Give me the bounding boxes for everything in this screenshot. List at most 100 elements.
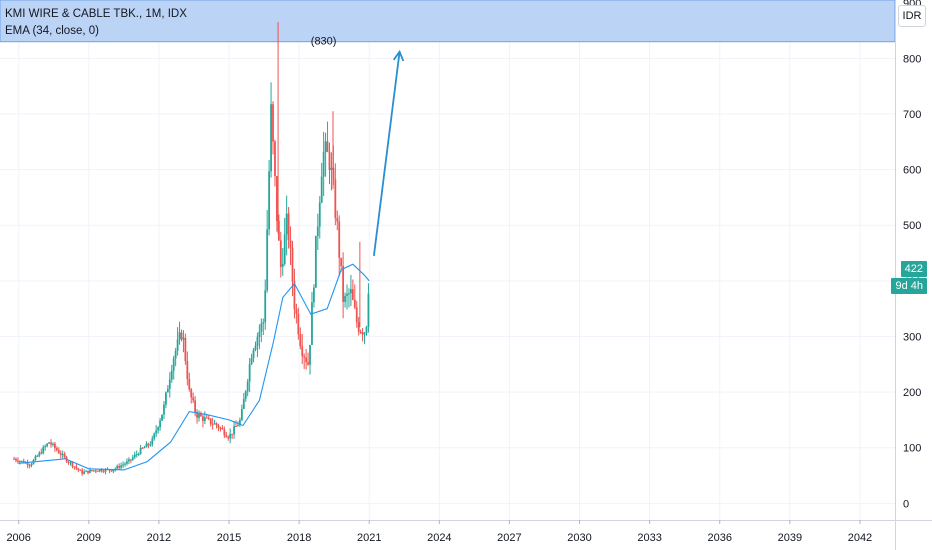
price-tick-label: 800 [903, 53, 921, 65]
candle-body [313, 287, 315, 303]
candle-body [283, 234, 286, 264]
candle-body [270, 104, 272, 172]
candle-body [128, 459, 130, 462]
candle-body [237, 425, 239, 427]
candle-body [289, 240, 292, 248]
candle-body [104, 469, 107, 472]
currency-label[interactable]: IDR [898, 5, 926, 27]
candle-body [202, 416, 204, 422]
candle-body [316, 226, 319, 237]
candle-body [328, 151, 331, 170]
chart-grid [0, 0, 895, 520]
candle-body [81, 470, 84, 474]
price-tick-label: 0 [903, 498, 909, 510]
candle-body [324, 141, 327, 152]
price-tick-label: 700 [903, 109, 921, 121]
candle-body [57, 450, 60, 454]
candle-body [36, 455, 39, 457]
candle-body [98, 469, 101, 472]
candle-body [17, 460, 19, 462]
candle-body [50, 442, 52, 445]
candle-body [227, 437, 230, 439]
candle-body [200, 414, 202, 417]
candle-body [67, 461, 70, 463]
candle-body [44, 446, 47, 448]
candle-body [22, 460, 25, 464]
candle-body [15, 458, 17, 461]
candle-body [209, 418, 212, 425]
candle-body [268, 171, 271, 230]
candle-body [18, 461, 21, 463]
candle-body [155, 430, 158, 434]
candle-body [355, 307, 358, 323]
candle-body [301, 346, 304, 357]
candle-body [166, 388, 169, 393]
candle-body [221, 427, 224, 430]
last-price-badge: 422 [900, 260, 927, 277]
candle-body [96, 470, 99, 472]
candle-body [163, 404, 165, 415]
candle-body [272, 104, 274, 142]
candle-body [353, 299, 356, 308]
price-tick-label: 500 [903, 220, 921, 232]
projection-arrow[interactable] [372, 49, 405, 256]
candle-body [172, 358, 175, 371]
candle-body [363, 333, 366, 335]
indicator-label[interactable]: EMA (34, close, 0) [5, 25, 99, 37]
candle-body [252, 349, 255, 358]
candle-body [285, 213, 288, 235]
candle-body [55, 448, 58, 451]
candle-body [367, 293, 370, 327]
candle-body [188, 379, 191, 390]
candle-body [305, 357, 308, 363]
candle-body [38, 452, 41, 456]
time-axis[interactable]: 2006 2009 2012 2015 2018 2021 2024 2027 2030 2033… [6, 520, 872, 544]
candle-body [361, 331, 364, 335]
candle-body [52, 443, 54, 445]
candle-body [291, 247, 294, 282]
candle-body [46, 443, 49, 447]
candle-body [143, 447, 146, 449]
candle-body [137, 454, 140, 456]
candle-body [256, 336, 259, 346]
candle-body [85, 470, 87, 472]
candle-body [287, 213, 290, 241]
candle-body [205, 417, 208, 419]
candle-body [330, 167, 333, 170]
candle-body [350, 289, 352, 294]
time-tick-label: 2036 [707, 532, 731, 544]
ema-line [18, 263, 370, 471]
candle-body [120, 465, 123, 468]
countdown-badge: 9d 4h [891, 277, 927, 294]
candle-body [342, 266, 345, 302]
candle-body [219, 427, 222, 429]
candle-body [276, 176, 278, 222]
candle-body [102, 471, 105, 473]
candle-body [359, 331, 362, 333]
symbol-title[interactable]: KMI WIRE & CABLE TBK., 1M, IDX [5, 8, 187, 20]
candle-body [40, 452, 43, 454]
candle-body [145, 443, 148, 448]
candle-body [357, 322, 360, 332]
candle-body [293, 281, 296, 310]
time-tick-label: 2033 [637, 532, 661, 544]
candle-body [161, 414, 163, 421]
candle-body [91, 470, 93, 472]
candle-body [260, 323, 263, 332]
candle-body [48, 442, 50, 444]
candle-body [112, 470, 115, 472]
time-tick-label: 2006 [6, 532, 30, 544]
candle-body [122, 464, 124, 466]
candle-body [178, 332, 181, 340]
candle-body [77, 468, 80, 470]
candle-body [303, 356, 306, 358]
candle-body [348, 293, 350, 295]
price-axis[interactable]: 0100200300400500600700800900 [903, 0, 921, 510]
candle-body [116, 466, 119, 469]
candle-body [351, 289, 354, 300]
candle-body [365, 326, 368, 334]
candle-body [235, 426, 237, 428]
candle-body [159, 420, 161, 428]
candle-body [149, 444, 152, 446]
